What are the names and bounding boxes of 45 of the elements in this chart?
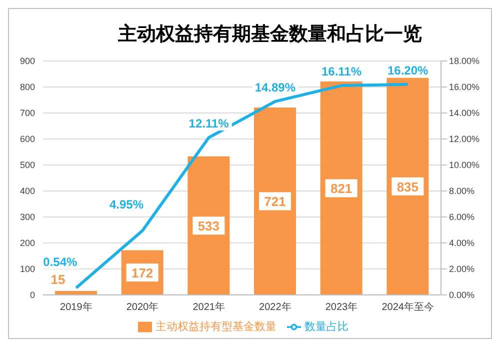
- data-label: 172: [131, 266, 154, 281]
- y2-tick-label: 14.00%: [449, 108, 480, 118]
- y2-tick-label: 0.00%: [449, 290, 475, 300]
- x-tick-label: 2024年至今: [382, 301, 434, 314]
- data-label: 721: [264, 194, 286, 210]
- data-label: 0.54%: [43, 254, 78, 269]
- data-label: 4.95%: [109, 198, 144, 212]
- legend-label: 主动权益持有型基金数量: [156, 320, 276, 333]
- x-tick-label: 2019年: [60, 301, 92, 314]
- y-tick-label: 0: [30, 290, 35, 300]
- bar: [55, 291, 97, 295]
- data-label: 12.11%: [188, 116, 230, 131]
- bar: [188, 156, 230, 295]
- y-tick-label: 300: [20, 212, 35, 222]
- data-label: 16.11%: [321, 64, 362, 79]
- y-tick-label: 500: [20, 160, 35, 170]
- y-tick-label: 600: [20, 134, 35, 144]
- y2-tick-label: 4.00%: [449, 238, 475, 248]
- y2-tick-label: 10.00%: [449, 160, 480, 170]
- y-tick-label: 900: [20, 56, 35, 66]
- data-label: 15: [50, 272, 66, 288]
- x-tick-label: 2023年: [325, 301, 358, 314]
- x-tick-label: 2022年: [259, 301, 292, 314]
- y2-tick-label: 18.00%: [449, 56, 480, 66]
- y2-tick-label: 8.00%: [449, 186, 475, 196]
- x-tick-label: 2020年: [126, 301, 159, 314]
- data-label: 835: [396, 179, 419, 194]
- y2-tick-label: 12.00%: [449, 134, 480, 144]
- chart-title: 主动权益持有期基金数量和占比一览: [117, 22, 423, 47]
- y-tick-label: 800: [20, 82, 35, 92]
- x-tick-label: 2021年: [192, 301, 225, 314]
- y2-tick-label: 2.00%: [449, 264, 475, 274]
- bar: [254, 108, 296, 295]
- y-tick-label: 400: [20, 186, 35, 196]
- y2-tick-label: 16.00%: [449, 82, 480, 92]
- legend-label: 数量占比: [304, 320, 348, 333]
- y-tick-label: 100: [20, 264, 35, 274]
- data-label: 16.20%: [387, 63, 429, 78]
- y-tick-label: 700: [20, 108, 35, 118]
- data-label: 533: [198, 218, 220, 234]
- y2-tick-label: 6.00%: [449, 212, 475, 222]
- bar: [320, 82, 362, 295]
- data-label: 14.89%: [254, 80, 296, 94]
- y-tick-label: 200: [20, 238, 35, 248]
- data-label: 821: [330, 181, 352, 196]
